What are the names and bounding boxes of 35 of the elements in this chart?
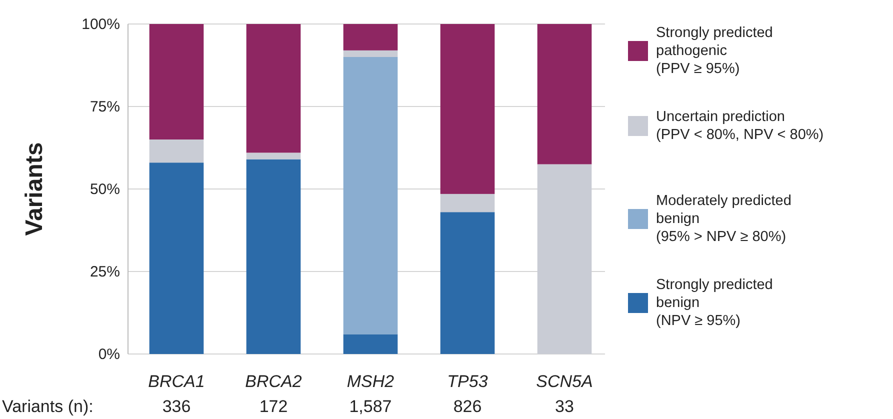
x-tick-label: BRCA2 <box>245 372 302 391</box>
legend-label: Uncertain prediction (PPV < 80%, NPV < 80%) <box>656 108 824 144</box>
bar <box>343 334 398 354</box>
bar <box>343 50 398 57</box>
y-tick-label: 50% <box>90 180 120 198</box>
text: 33 <box>555 397 574 416</box>
bar <box>343 24 398 50</box>
legend-label: Strongly predicted pathogenic (PPV ≥ 95%) <box>656 24 773 78</box>
bar <box>440 24 495 194</box>
bar <box>537 24 592 164</box>
text: 826 <box>453 397 482 416</box>
bar <box>440 194 495 212</box>
y-tick-label: 25% <box>90 263 120 280</box>
bar <box>246 159 301 354</box>
y-axis-title: Variants <box>21 142 48 236</box>
legend-label: Moderately predicted benign (95% > NPV ≥ 80%) <box>656 192 792 246</box>
x-tick-label: BRCA1 <box>148 372 205 391</box>
text: 336 <box>162 397 191 416</box>
text: 1,587 <box>349 397 392 416</box>
text: Variants (n): <box>2 397 94 416</box>
y-tick-label: 0% <box>98 346 120 363</box>
x-tick-label: TP53 <box>447 372 488 391</box>
x-tick-label: MSH2 <box>346 372 395 391</box>
y-tick-label: 100% <box>82 16 120 33</box>
bar <box>246 24 301 153</box>
bar <box>149 162 204 354</box>
bar <box>343 57 398 334</box>
text: 172 <box>259 397 288 416</box>
legend-label: Strongly predicted benign (NPV ≥ 95%) <box>656 276 773 330</box>
bar <box>440 212 495 354</box>
bar <box>149 140 204 163</box>
x-tick-label: SCN5A <box>536 372 593 391</box>
bar <box>149 24 204 140</box>
y-tick-label: 75% <box>90 98 120 116</box>
bar <box>246 152 301 160</box>
